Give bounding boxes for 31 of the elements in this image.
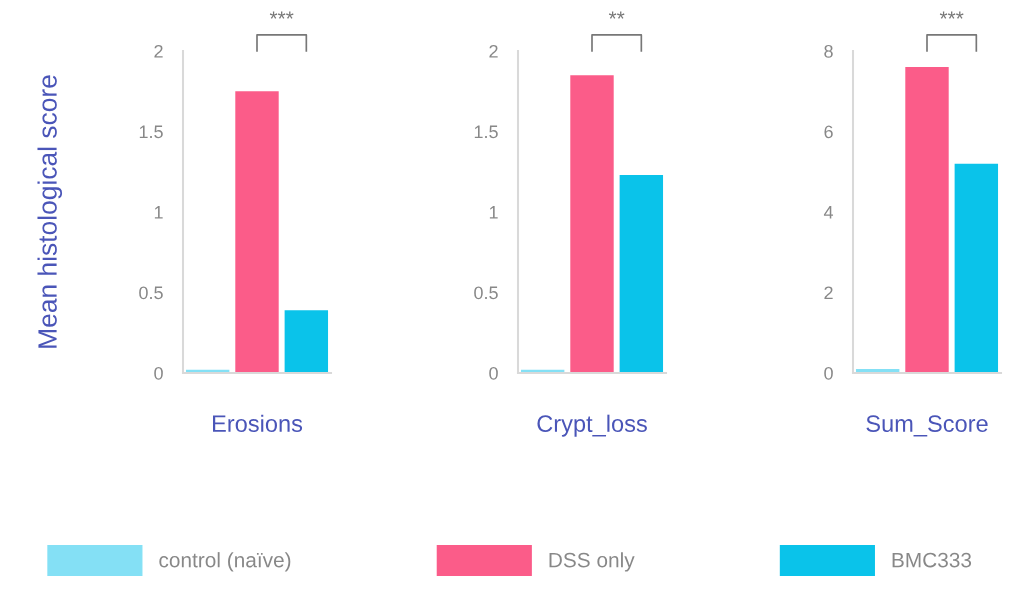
text: **	[608, 11, 625, 19]
y-tick-label: 2	[489, 44, 498, 58]
y-tick-label: 2	[824, 286, 833, 300]
y-tick-label: 1.5	[139, 125, 163, 139]
y-tick-label: 0.5	[474, 286, 498, 300]
text: ***	[269, 11, 294, 19]
bar	[954, 163, 999, 373]
bar	[619, 174, 664, 373]
bar	[905, 67, 949, 373]
bar	[284, 310, 329, 373]
y-tick-label: 6	[824, 125, 833, 139]
text: ***	[939, 11, 964, 19]
y-tick-label: 2	[154, 44, 163, 58]
y-tick-label: 1	[154, 206, 163, 219]
x-tick-label: Crypt_loss	[537, 414, 647, 437]
y-tick-label: 8	[824, 44, 833, 58]
y-tick-label: 1.5	[474, 125, 498, 139]
x-tick-label: Sum_Score	[866, 415, 988, 437]
y-tick-label: 0.5	[139, 286, 163, 300]
bar	[570, 75, 614, 373]
y-tick-label: 0	[154, 366, 163, 380]
y-tick-label: 4	[823, 206, 834, 219]
legend-label: control (naïve)	[159, 552, 291, 572]
y-tick-label: 0	[824, 366, 833, 380]
legend-label: DSS only	[549, 552, 635, 572]
x-tick-label: Erosions	[213, 414, 303, 433]
legend-label: BMC333	[892, 552, 972, 568]
y-axis-title: Mean histological score	[37, 75, 63, 348]
bar	[235, 91, 279, 373]
y-tick-label: 0	[489, 366, 498, 380]
y-tick-label: 1	[489, 206, 498, 219]
